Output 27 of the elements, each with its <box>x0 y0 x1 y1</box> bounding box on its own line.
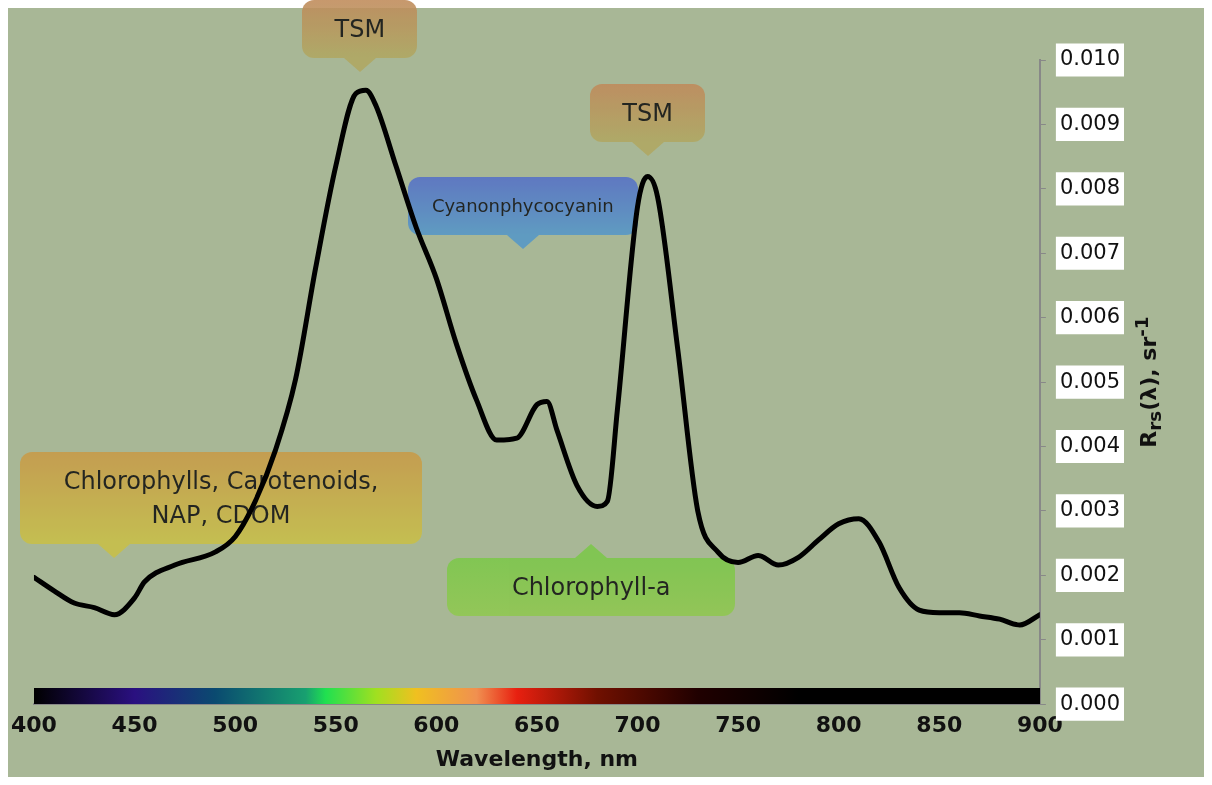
annotation: TSM <box>590 83 706 142</box>
y-tick-label: 0.007 <box>1059 239 1121 264</box>
x-tick-label: 700 <box>614 712 661 738</box>
y-tick-label: 0.004 <box>1059 432 1121 457</box>
y-tick-label: 0.009 <box>1059 110 1121 135</box>
y-tick-label: 0.002 <box>1059 561 1121 586</box>
y-tick-label: 0.000 <box>1059 690 1121 715</box>
x-tick-label: 650 <box>513 712 560 738</box>
y-tick-label: 0.010 <box>1059 46 1121 71</box>
x-tick-label: 850 <box>916 712 963 738</box>
y-tick-label: 0.003 <box>1059 497 1121 522</box>
x-tick-label: 750 <box>715 712 762 738</box>
x-tick-label: 400 <box>10 712 57 738</box>
x-tick-label: 450 <box>111 712 158 738</box>
annotation: TSM <box>302 0 418 59</box>
x-tick-label: 600 <box>413 712 460 738</box>
annotation: Cyanonphycocyanin <box>407 177 638 236</box>
x-tick-label: 900 <box>1016 712 1063 738</box>
x-tick-label: 550 <box>312 712 359 738</box>
x-tick-label: 800 <box>815 712 862 738</box>
x-axis-title: Wavelength, nm <box>435 745 639 771</box>
x-tick-label: 500 <box>212 712 259 738</box>
y-tick-label: 0.006 <box>1059 304 1121 329</box>
y-tick-label: 0.005 <box>1059 368 1121 393</box>
annotation: Chlorophyll-a <box>447 557 736 616</box>
y-tick-label: 0.001 <box>1059 626 1121 651</box>
y-tick-label: 0.008 <box>1059 175 1121 200</box>
